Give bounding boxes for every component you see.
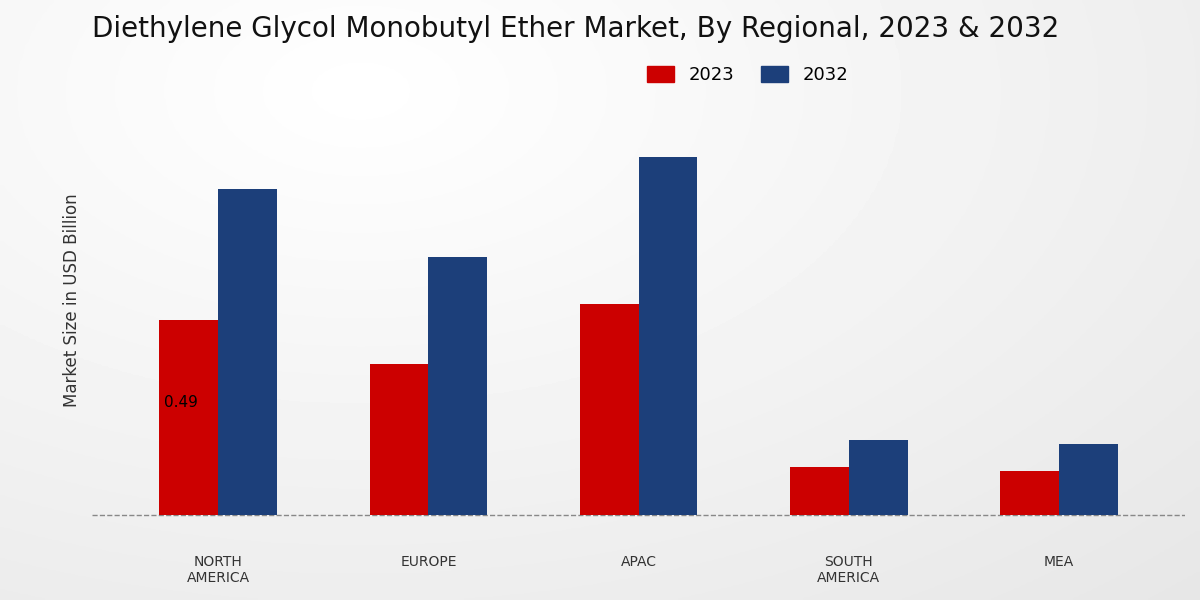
Bar xyxy=(1058,443,1117,515)
Bar xyxy=(790,467,848,515)
Bar xyxy=(580,304,638,515)
Bar xyxy=(848,440,907,515)
Legend: 2023, 2032: 2023, 2032 xyxy=(638,57,858,94)
Bar xyxy=(160,320,218,515)
Bar xyxy=(638,157,697,515)
Bar xyxy=(218,189,277,515)
Y-axis label: Market Size in USD Billion: Market Size in USD Billion xyxy=(62,194,82,407)
Bar xyxy=(428,257,487,515)
Text: 0.49: 0.49 xyxy=(164,395,198,410)
Bar xyxy=(1000,472,1058,515)
Text: Diethylene Glycol Monobutyl Ether Market, By Regional, 2023 & 2032: Diethylene Glycol Monobutyl Ether Market… xyxy=(92,15,1060,43)
Bar xyxy=(370,364,428,515)
